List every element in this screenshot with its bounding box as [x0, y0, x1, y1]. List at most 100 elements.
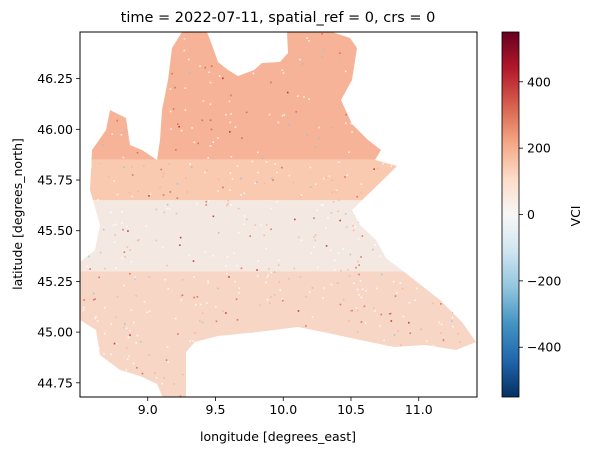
map-pixel [234, 126, 237, 128]
map-pixel [339, 303, 342, 306]
map-pixel [129, 272, 131, 275]
map-pixel [342, 248, 344, 250]
map-pixel [337, 252, 340, 254]
map-pixel [293, 218, 296, 221]
map-pixel [390, 320, 393, 322]
map-pixel [305, 325, 307, 327]
map-pixel [296, 97, 298, 100]
map-pixel [274, 163, 276, 165]
map-pixel [326, 66, 328, 68]
map-pixel [134, 276, 136, 279]
map-pixel [309, 166, 312, 169]
map-pixel [414, 299, 416, 301]
map-pixel [229, 131, 231, 133]
map-pixel [177, 123, 179, 126]
map-pixel [209, 81, 212, 84]
map-pixel [277, 264, 280, 267]
map-pixel [174, 86, 176, 89]
map-pixel [127, 336, 130, 339]
map-pixel [212, 215, 215, 218]
map-pixel [123, 166, 126, 168]
map-pixel [265, 161, 268, 163]
map-pixel [358, 264, 360, 266]
map-pixel [201, 312, 204, 315]
map-pixel [338, 199, 340, 201]
map-pixel [297, 95, 299, 97]
map-pixel [193, 296, 195, 299]
map-pixel [225, 113, 227, 116]
map-pixel [327, 217, 329, 219]
map-pixel [135, 342, 137, 344]
map-pixel [148, 354, 151, 356]
map-pixel [103, 352, 105, 355]
map-pixel [459, 341, 461, 343]
map-pixel [205, 204, 208, 206]
map-pixel [314, 239, 317, 242]
map-pixel [354, 225, 357, 228]
map-pixel [373, 168, 375, 170]
map-pixel [257, 260, 260, 262]
map-pixel [148, 276, 151, 278]
map-pixel [393, 280, 395, 283]
map-pixel [240, 267, 243, 270]
map-pixel [182, 373, 184, 376]
map-pixel [217, 232, 220, 234]
map-pixel [360, 321, 363, 323]
map-pixel [122, 326, 125, 329]
map-pixel [357, 260, 359, 263]
map-pixel [350, 79, 353, 82]
map-pixel [148, 195, 150, 197]
map-pixel [351, 309, 353, 312]
map-pixel [123, 251, 126, 254]
map-pixel [121, 210, 123, 213]
y-tick-label: 46.00 [37, 122, 73, 137]
map-pixel [269, 302, 271, 305]
map-pixel [252, 72, 255, 75]
x-axis-label: longitude [degrees_east] [200, 429, 356, 444]
map-pixel [380, 273, 383, 276]
map-pixel [267, 108, 270, 111]
map-pixel [189, 163, 191, 166]
map-pixel [339, 219, 341, 222]
map-pixel [276, 171, 278, 174]
map-pixel [311, 287, 314, 289]
map-pixel [167, 288, 170, 290]
map-pixel [350, 122, 352, 125]
map-pixel [229, 121, 232, 124]
map-pixel [234, 280, 236, 283]
map-pixel [83, 299, 85, 301]
map-pixel [202, 100, 205, 102]
colorbar-gradient [501, 31, 520, 398]
map-pixel [358, 293, 361, 296]
map-pixel [165, 359, 168, 361]
map-pixel [352, 229, 355, 232]
map-pixel [233, 252, 235, 255]
map-pixel [127, 230, 129, 232]
map-pixel [360, 191, 363, 194]
map-pixel [131, 195, 134, 198]
map-pixel [125, 124, 127, 126]
map-pixel [129, 249, 131, 251]
y-tick-label: 45.50 [37, 223, 73, 238]
map-pixel [207, 279, 209, 282]
map-pixel [161, 246, 164, 249]
y-tick-label: 46.25 [37, 71, 73, 86]
map-pixel [299, 58, 301, 61]
map-pixel [166, 207, 168, 210]
map-pixel [288, 124, 290, 126]
map-pixel [227, 203, 229, 205]
colorbar-tick-label: 0 [527, 207, 535, 222]
map-pixel [308, 98, 310, 100]
map-pixel [126, 225, 128, 228]
map-pixel [300, 239, 303, 241]
map-pixel [129, 330, 131, 332]
map-pixel [306, 37, 308, 39]
map-pixel [199, 320, 201, 322]
map-pixel [225, 272, 228, 275]
map-pixel [257, 151, 259, 154]
map-pixel [335, 189, 338, 192]
map-pixel [208, 71, 211, 74]
map-pixel [355, 266, 357, 269]
map-pixel [228, 276, 230, 278]
